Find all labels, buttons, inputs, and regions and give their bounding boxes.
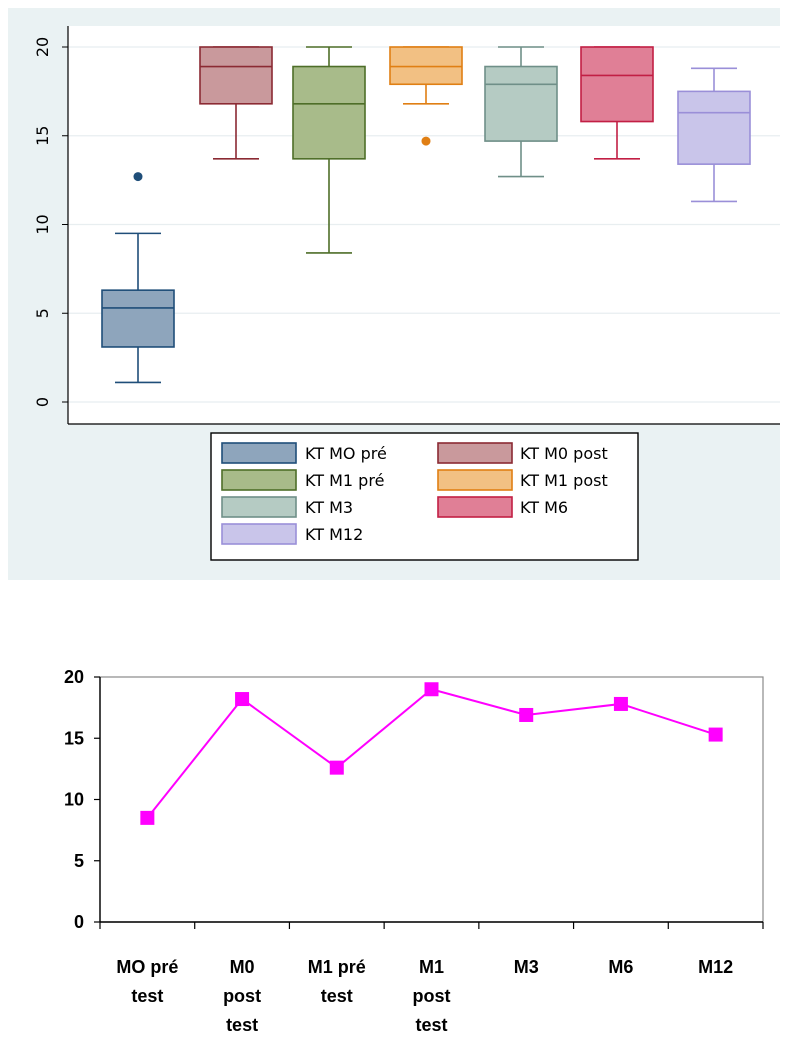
outlier-point	[421, 136, 431, 146]
box-1	[199, 46, 273, 160]
data-point-marker	[708, 727, 723, 742]
iqr-box	[389, 46, 463, 86]
line-y-tick-label: 0	[74, 912, 84, 932]
y-tick-label: 20	[33, 37, 52, 57]
category-label-line: M6	[608, 957, 633, 977]
data-point-marker	[140, 810, 155, 825]
iqr-box	[199, 46, 273, 105]
category-label-line: post	[413, 986, 451, 1006]
line-category-label: M1 post test	[413, 957, 451, 1035]
legend-item: KT MO pré	[221, 442, 387, 464]
legend-label: KT M3	[305, 498, 353, 517]
box-6	[677, 67, 751, 203]
legend-item: KT M1 pré	[221, 469, 384, 491]
iqr-box	[292, 65, 366, 160]
line-y-tick-label: 20	[64, 667, 84, 687]
y-tick-label: 10	[33, 214, 52, 234]
line-category-label: MO pré test	[116, 957, 178, 1006]
category-label-line: M12	[698, 957, 733, 977]
line-plot-area	[99, 676, 764, 923]
line-y-tick-label: 15	[64, 728, 84, 748]
line-y-tick-label: 10	[64, 790, 84, 810]
line-y-tick-label: 5	[74, 851, 84, 871]
data-point-marker	[424, 682, 439, 697]
category-label-line: M0	[230, 957, 255, 977]
legend-item: KT M1 post	[437, 469, 608, 491]
box-3	[389, 46, 463, 146]
y-tick-label: 0	[33, 397, 52, 407]
box-4	[484, 46, 558, 178]
legend-key	[221, 469, 297, 491]
line-category-label: M3	[514, 957, 539, 977]
legend-key	[221, 496, 297, 518]
iqr-box	[484, 65, 558, 142]
data-point-marker	[235, 692, 250, 707]
category-label-line: test	[131, 986, 163, 1006]
legend-item: KT M3	[221, 496, 353, 518]
iqr-box	[580, 46, 654, 123]
data-point-marker	[519, 707, 534, 722]
line-category-label: M1 pré test	[308, 957, 366, 1006]
box-2	[292, 46, 366, 254]
category-label-line: test	[226, 1015, 258, 1035]
legend-key	[437, 442, 513, 464]
category-label-line: M3	[514, 957, 539, 977]
category-label-line: MO pré	[116, 957, 178, 977]
box-5	[580, 46, 654, 160]
legend-key	[221, 442, 297, 464]
legend-item: KT M0 post	[437, 442, 608, 464]
box-0	[101, 172, 175, 384]
legend-label: KT MO pré	[305, 444, 387, 463]
category-label-line: M1 pré	[308, 957, 366, 977]
y-tick-label: 15	[33, 126, 52, 146]
line-category-label: M0 post test	[223, 957, 261, 1035]
iqr-box	[101, 289, 175, 348]
legend-key	[221, 523, 297, 545]
iqr-box	[677, 90, 751, 165]
line-category-label: M6	[608, 957, 633, 977]
line-category-label: M12	[698, 957, 733, 977]
outlier-point	[133, 172, 143, 182]
y-tick-label: 5	[33, 308, 52, 318]
legend-label: KT M6	[520, 498, 568, 517]
legend-item: KT M12	[221, 523, 363, 545]
legend-label: KT M12	[305, 525, 363, 544]
boxplot-chart: 0 5 10 15 20 KT MO pré KT M0 post KT M1 pré KT M…	[33, 26, 780, 561]
category-label-line: post	[223, 986, 261, 1006]
data-point-marker	[613, 696, 628, 711]
legend-label: KT M0 post	[520, 444, 608, 463]
legend-label: KT M1 pré	[305, 471, 384, 490]
legend-item: KT M6	[437, 496, 568, 518]
category-label-line: M1	[419, 957, 444, 977]
category-label-line: test	[321, 986, 353, 1006]
legend-label: KT M1 post	[520, 471, 608, 490]
data-point-marker	[329, 760, 344, 775]
legend-key	[437, 496, 513, 518]
legend-key	[437, 469, 513, 491]
category-label-line: test	[415, 1015, 447, 1035]
